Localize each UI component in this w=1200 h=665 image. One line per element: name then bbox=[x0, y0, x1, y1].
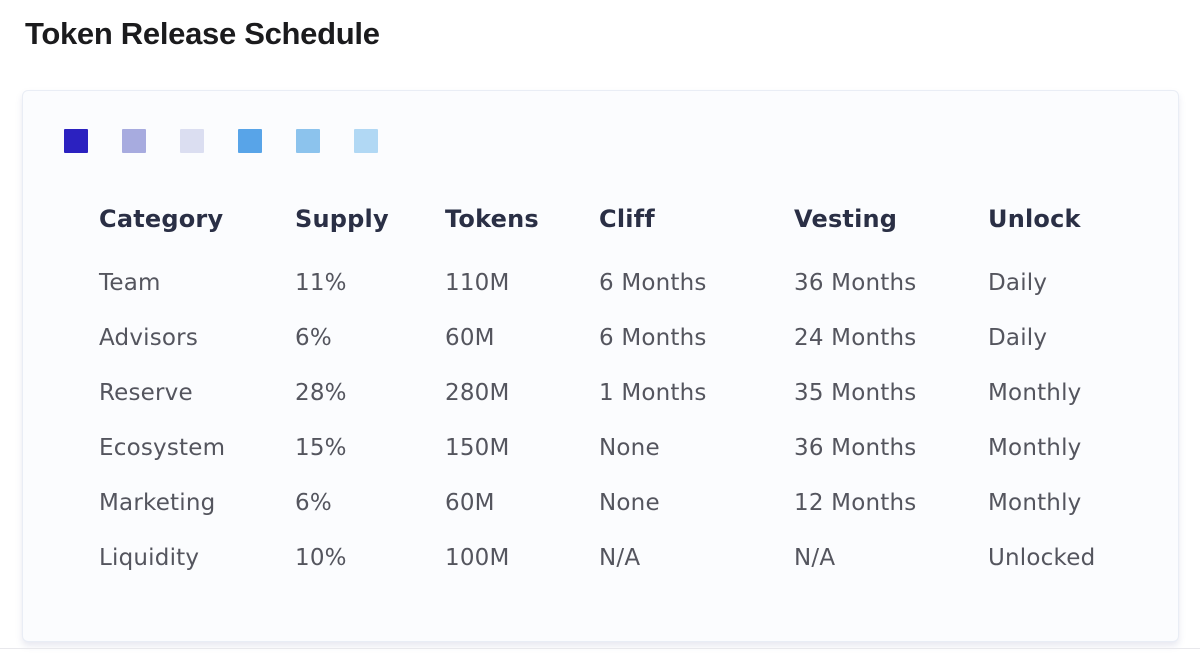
table-body: Team 11% 110M 6 Months 36 Months Daily Advisor… bbox=[99, 255, 1158, 585]
table-row-reserve: Reserve 28% 280M 1 Months 35 Months Monthly bbox=[99, 365, 1158, 420]
table-row-advisors: Advisors 6% 60M 6 Months 24 Months Daily bbox=[99, 310, 1158, 365]
cell-advisors-cliff: 6 Months bbox=[599, 324, 707, 351]
token-schedule-table: Category Supply Tokens Cliff Vesting Unlock T… bbox=[99, 204, 1158, 585]
section-divider bbox=[0, 648, 1200, 649]
cell-liquidity-tokens: 100M bbox=[445, 544, 510, 571]
page-title: Token Release Schedule bbox=[25, 16, 380, 51]
cell-advisors-unlock: Daily bbox=[988, 324, 1048, 351]
legend-swatch-2 bbox=[122, 129, 146, 153]
cell-team-supply: 11% bbox=[295, 269, 347, 296]
cell-team-unlock: Daily bbox=[988, 269, 1048, 296]
column-header-unlock: Unlock bbox=[988, 205, 1081, 233]
legend-swatch-3 bbox=[180, 129, 204, 153]
cell-team-category: Team bbox=[99, 269, 161, 296]
cell-liquidity-category: Liquidity bbox=[99, 544, 200, 571]
cell-advisors-tokens: 60M bbox=[445, 324, 495, 351]
cell-ecosystem-supply: 15% bbox=[295, 434, 347, 461]
cell-advisors-supply: 6% bbox=[295, 324, 332, 351]
cell-liquidity-supply: 10% bbox=[295, 544, 347, 571]
token-schedule-card: Category Supply Tokens Cliff Vesting Unlock T… bbox=[22, 90, 1179, 642]
cell-advisors-vesting: 24 Months bbox=[794, 324, 917, 351]
column-header-category: Category bbox=[99, 205, 224, 233]
cell-advisors-category: Advisors bbox=[99, 324, 199, 351]
table-row-liquidity: Liquidity 10% 100M N/A N/A Unlocked bbox=[99, 530, 1158, 585]
cell-marketing-vesting: 12 Months bbox=[794, 489, 917, 516]
cell-ecosystem-unlock: Monthly bbox=[988, 434, 1082, 461]
legend-swatch-4 bbox=[238, 129, 262, 153]
column-header-supply: Supply bbox=[295, 205, 389, 233]
table-header-row: Category Supply Tokens Cliff Vesting Unlock bbox=[99, 204, 1158, 234]
cell-ecosystem-cliff: None bbox=[599, 434, 660, 461]
column-header-tokens: Tokens bbox=[445, 205, 539, 233]
column-header-vesting: Vesting bbox=[794, 205, 898, 233]
table-row-ecosystem: Ecosystem 15% 150M None 36 Months Monthly bbox=[99, 420, 1158, 475]
cell-liquidity-cliff: N/A bbox=[599, 544, 641, 571]
cell-reserve-category: Reserve bbox=[99, 379, 193, 406]
cell-reserve-vesting: 35 Months bbox=[794, 379, 917, 406]
cell-reserve-cliff: 1 Months bbox=[599, 379, 707, 406]
cell-reserve-unlock: Monthly bbox=[988, 379, 1082, 406]
legend-swatch-1 bbox=[64, 129, 88, 153]
cell-liquidity-vesting: N/A bbox=[794, 544, 836, 571]
cell-reserve-tokens: 280M bbox=[445, 379, 510, 406]
legend-swatch-5 bbox=[296, 129, 320, 153]
column-header-cliff: Cliff bbox=[599, 205, 655, 233]
cell-marketing-category: Marketing bbox=[99, 489, 216, 516]
cell-ecosystem-tokens: 150M bbox=[445, 434, 510, 461]
cell-ecosystem-category: Ecosystem bbox=[99, 434, 226, 461]
cell-reserve-supply: 28% bbox=[295, 379, 347, 406]
table-row-marketing: Marketing 6% 60M None 12 Months Monthly bbox=[99, 475, 1158, 530]
cell-marketing-unlock: Monthly bbox=[988, 489, 1082, 516]
cell-liquidity-unlock: Unlocked bbox=[988, 544, 1096, 571]
legend-swatch-6 bbox=[354, 129, 378, 153]
cell-marketing-tokens: 60M bbox=[445, 489, 495, 516]
table-row-team: Team 11% 110M 6 Months 36 Months Daily bbox=[99, 255, 1158, 310]
cell-team-tokens: 110M bbox=[445, 269, 510, 296]
cell-team-vesting: 36 Months bbox=[794, 269, 917, 296]
cell-marketing-cliff: None bbox=[599, 489, 660, 516]
cell-team-cliff: 6 Months bbox=[599, 269, 707, 296]
cell-marketing-supply: 6% bbox=[295, 489, 332, 516]
chart-legend bbox=[64, 129, 1178, 153]
cell-ecosystem-vesting: 36 Months bbox=[794, 434, 917, 461]
